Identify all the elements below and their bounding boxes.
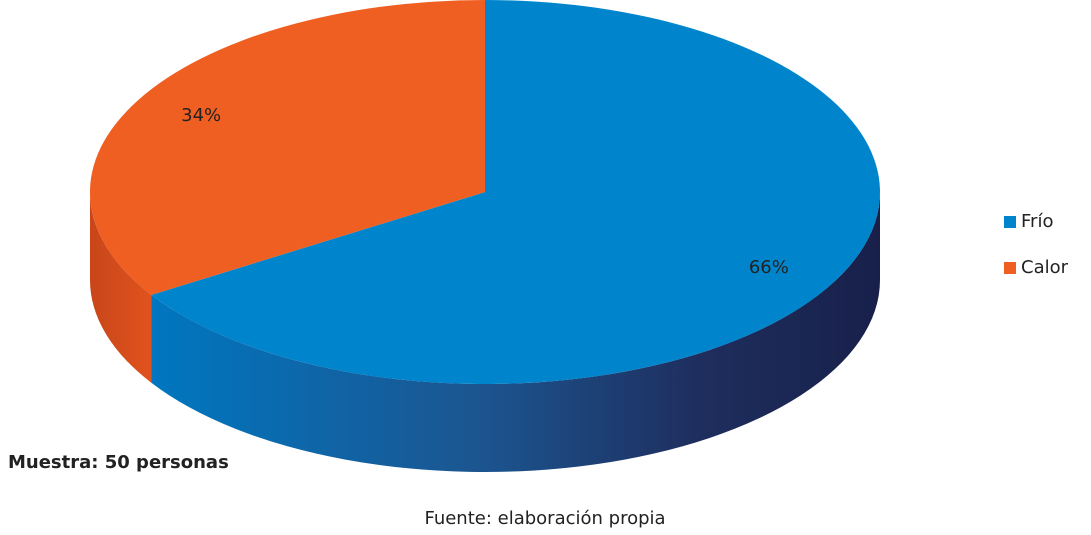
legend-label: Frío: [1021, 211, 1053, 232]
slice-side: [151, 192, 880, 472]
data-label: 34%: [181, 105, 221, 126]
slice: [151, 0, 880, 384]
sample-note: Muestra: 50 personas: [8, 452, 229, 473]
source-note: Fuente: elaboración propia: [424, 508, 665, 529]
slice: [89, 0, 485, 295]
data-label: 66%: [749, 257, 789, 278]
legend-swatch: [1004, 216, 1016, 228]
legend-swatch: [1004, 262, 1016, 274]
legend-label: Calor: [1021, 257, 1069, 278]
slice-side: [90, 192, 152, 383]
